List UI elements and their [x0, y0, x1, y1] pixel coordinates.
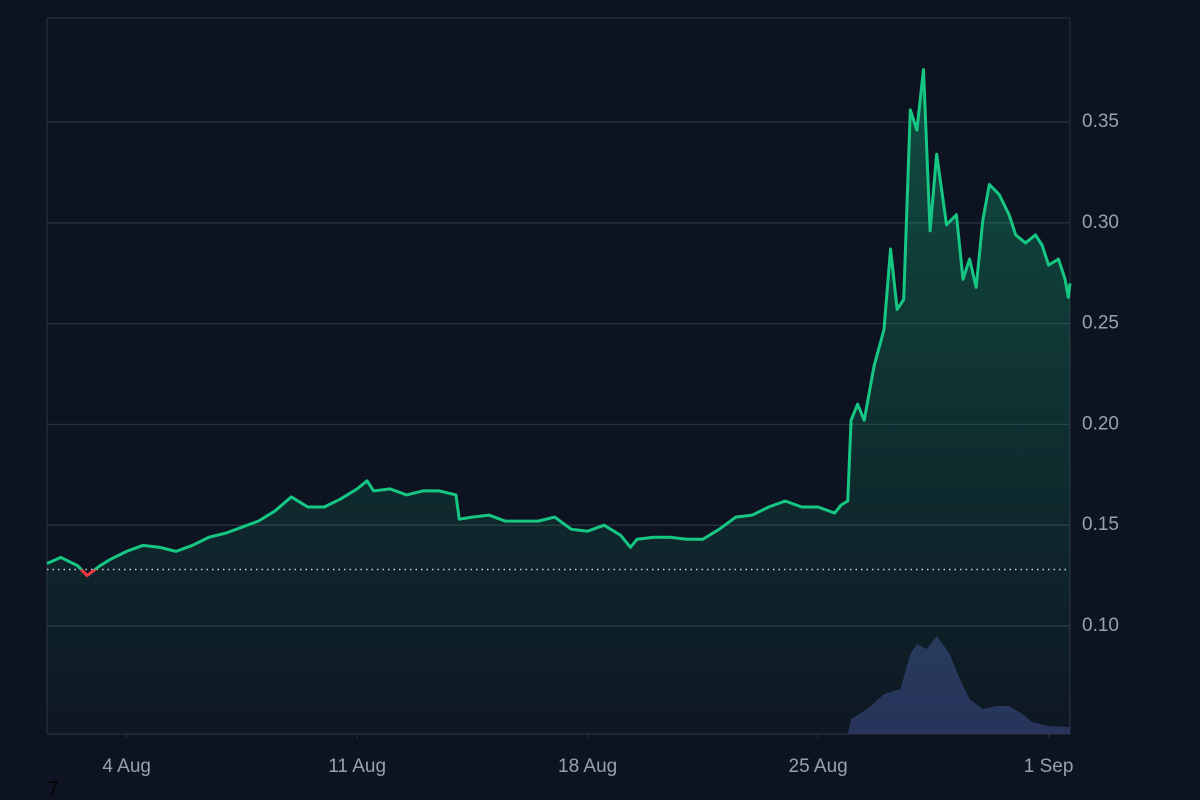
y-tick-label: 0.35	[1082, 111, 1119, 132]
corner-label: 7	[48, 779, 59, 800]
x-tick-label: 4 Aug	[102, 756, 151, 777]
y-tick-label: 0.30	[1082, 212, 1119, 233]
x-tick-label: 25 Aug	[789, 756, 848, 777]
x-tick-label: 11 Aug	[328, 756, 386, 777]
price-area	[47, 69, 1070, 734]
y-tick-label: 0.15	[1082, 514, 1119, 535]
x-tick-label: 1 Sep	[1024, 756, 1074, 777]
y-tick-label: 0.25	[1082, 313, 1119, 334]
price-line	[46, 68, 1072, 578]
y-tick-label: 0.10	[1082, 615, 1119, 636]
y-tick-label: 0.20	[1082, 413, 1119, 434]
x-tick-label: 18 Aug	[558, 756, 617, 777]
